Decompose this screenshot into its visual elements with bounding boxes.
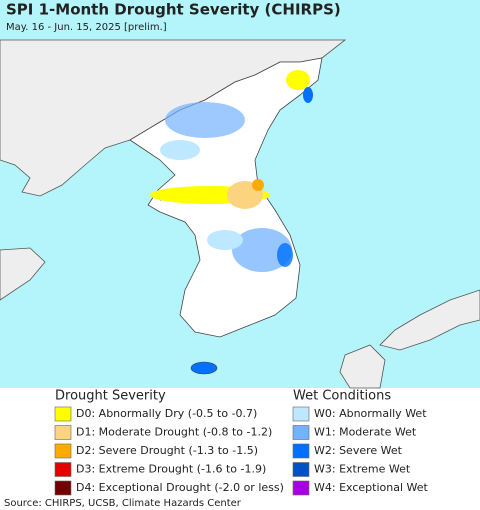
legend-label: W4: Exceptional Wet	[314, 481, 429, 494]
legend-swatch	[54, 425, 72, 440]
wet-patch	[207, 230, 243, 250]
legend-label: D3: Extreme Drought (-1.6 to -1.9)	[76, 463, 266, 476]
legend-label: D2: Severe Drought (-1.3 to -1.5)	[76, 444, 258, 457]
legend-label: D0: Abnormally Dry (-0.5 to -0.7)	[76, 407, 257, 420]
legend-label: W0: Abnormally Wet	[314, 407, 427, 420]
wet-patch	[303, 87, 313, 103]
japan-honshu	[379, 289, 480, 351]
wet-patch	[165, 102, 245, 138]
dry-patch	[286, 70, 310, 90]
legend-swatch	[292, 406, 310, 422]
legend-swatch	[54, 406, 72, 422]
legend-title: Drought Severity	[55, 389, 166, 404]
legend-swatch	[54, 480, 72, 496]
subtitle: May. 16 - Jun. 15, 2025 [prelim.]	[6, 22, 167, 33]
title: SPI 1-Month Drought Severity (CHIRPS)	[6, 1, 341, 19]
legend-swatch	[292, 462, 310, 477]
wet-patch	[277, 243, 293, 267]
jeju-island	[190, 361, 218, 375]
source: Source: CHIRPS, UCSB, Climate Hazards Ce…	[4, 498, 242, 509]
legend: D0: Abnormally Dry (-0.5 to -0.7) D1: Mod…	[54, 406, 429, 496]
legend-label: W3: Extreme Wet	[314, 463, 411, 476]
legend-label: W2: Severe Wet	[314, 444, 403, 457]
legend-swatch	[292, 425, 310, 440]
wet-patch	[232, 228, 292, 272]
dry-patch	[252, 179, 264, 191]
legend-swatch	[54, 462, 72, 477]
legend-swatch	[292, 480, 310, 496]
shandong-land	[0, 247, 46, 301]
legend-label: D1: Moderate Drought (-0.8 to -1.2)	[76, 426, 272, 439]
legend-swatch	[54, 443, 72, 459]
legend-title: Wet Conditions	[293, 389, 391, 404]
japan-kyushu	[339, 344, 386, 389]
legend-swatch	[292, 443, 310, 459]
legend-label: D4: Exceptional Drought (-2.0 or less)	[76, 481, 284, 494]
wet-patch	[160, 140, 200, 160]
legend-label: W1: Moderate Wet	[314, 426, 417, 439]
